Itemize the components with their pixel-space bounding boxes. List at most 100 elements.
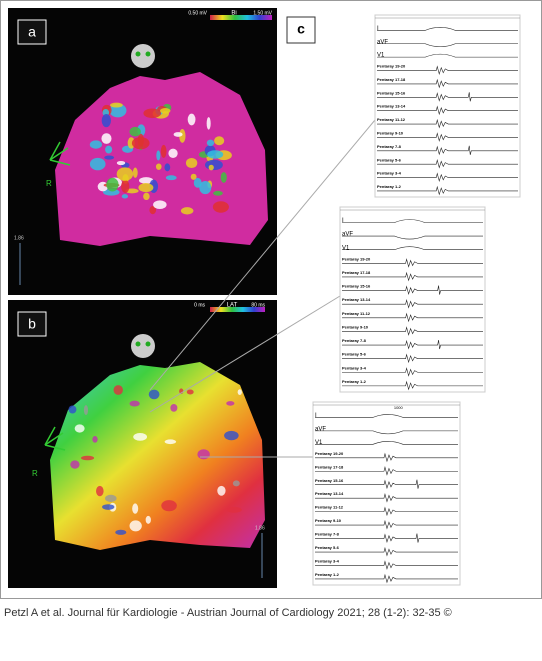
patch <box>143 192 150 201</box>
ecg-trace <box>377 65 518 75</box>
zoom: 1.86 <box>255 525 265 531</box>
patch <box>102 504 115 510</box>
color-bar <box>210 15 272 20</box>
patch <box>81 455 95 461</box>
ecg-trace <box>377 159 518 169</box>
scale-max: 1.50 mV <box>253 10 272 16</box>
patch <box>226 401 235 406</box>
ecg-trace <box>315 533 458 544</box>
patch <box>204 159 223 171</box>
ecg-trace <box>377 78 518 89</box>
lead-label: Pentaray 19-20 <box>315 451 344 456</box>
lead-label: Pentaray 17-18 <box>315 464 344 469</box>
patch <box>148 389 160 400</box>
ecg-trace <box>342 326 483 336</box>
patch <box>173 132 183 137</box>
patch <box>149 206 157 215</box>
ecg-trace <box>342 235 483 240</box>
patch <box>92 436 98 443</box>
patch <box>110 102 123 108</box>
patch <box>164 163 171 172</box>
ecg-trace <box>315 573 458 584</box>
zoom: 1.86 <box>14 235 24 241</box>
lead-label: Pentaray 7-8 <box>377 144 402 149</box>
scale-max: 80 ms <box>251 302 265 308</box>
patch <box>180 207 194 215</box>
patch <box>121 194 129 199</box>
strip-bg <box>374 14 521 198</box>
patch <box>220 172 227 183</box>
patch <box>187 113 196 126</box>
lat-patches <box>68 385 242 535</box>
patch <box>185 157 198 169</box>
ecg-trace <box>377 43 518 48</box>
lead-label: Pentaray 15-16 <box>315 478 344 483</box>
patch <box>74 424 85 433</box>
patch <box>113 385 123 395</box>
orientation-label: R <box>32 469 38 478</box>
patch <box>165 175 177 181</box>
ecg-trace <box>315 560 458 570</box>
ecg-trace <box>315 430 458 435</box>
ecg-trace <box>377 105 518 116</box>
ecg-trace <box>342 271 483 282</box>
color-bar <box>210 307 265 312</box>
head-icon <box>131 334 155 358</box>
patch <box>129 126 141 137</box>
patch <box>101 113 111 128</box>
lead-label: Pentaray 9-10 <box>315 518 342 523</box>
lead-label: V1 <box>377 53 385 59</box>
patch <box>206 139 215 147</box>
lead-label: Pentaray 5-6 <box>342 352 367 357</box>
patch <box>197 449 210 460</box>
patch <box>145 515 151 524</box>
lead-label: Pentaray 15-16 <box>342 284 371 289</box>
patch <box>153 200 167 209</box>
panel-label-box <box>17 19 47 45</box>
patch <box>89 140 103 149</box>
patch <box>226 506 242 513</box>
lead-label: Pentaray 3-4 <box>377 171 402 176</box>
ecg-trace <box>342 380 483 391</box>
caption: Petzl A et al. Journal für Kardiologie -… <box>4 607 452 619</box>
lead-label: Pentaray 13-14 <box>315 491 344 496</box>
lead-label: Pentaray 7-8 <box>342 338 367 343</box>
ecg-trace <box>342 258 483 268</box>
ecg-trace <box>377 185 518 196</box>
ecg-trace <box>342 298 483 309</box>
patch <box>89 157 106 171</box>
ecg-trace <box>377 92 518 102</box>
lead-label: Pentaray 3-4 <box>342 365 367 370</box>
lead-label: I <box>377 26 379 32</box>
patch <box>224 430 239 441</box>
lead-label: Pentaray 9-10 <box>342 324 369 329</box>
patch <box>156 150 161 161</box>
panel-label: a <box>28 24 36 40</box>
patch <box>217 485 226 496</box>
patch <box>101 133 112 144</box>
panel-label: b <box>28 316 36 332</box>
lead-label: aVF <box>315 426 326 432</box>
patch <box>105 145 113 154</box>
lead-label: I <box>315 413 317 419</box>
patch <box>132 503 139 514</box>
lead-label: Pentaray 11-12 <box>377 117 406 122</box>
lead-label: Pentaray 1-2 <box>315 572 340 577</box>
ecg-trace <box>342 312 483 323</box>
patch <box>139 177 154 184</box>
ecg-trace <box>342 367 483 377</box>
patch <box>129 400 140 407</box>
patch <box>164 439 177 445</box>
scale-name: Bi <box>231 11 236 17</box>
ecg-trace <box>377 27 518 31</box>
lead-label: Pentaray 9-10 <box>377 131 404 136</box>
patch <box>96 485 104 497</box>
patch <box>115 529 127 535</box>
patch <box>70 460 80 469</box>
ecg-trace <box>342 219 483 223</box>
lead-label: Pentaray 17-18 <box>377 77 406 82</box>
